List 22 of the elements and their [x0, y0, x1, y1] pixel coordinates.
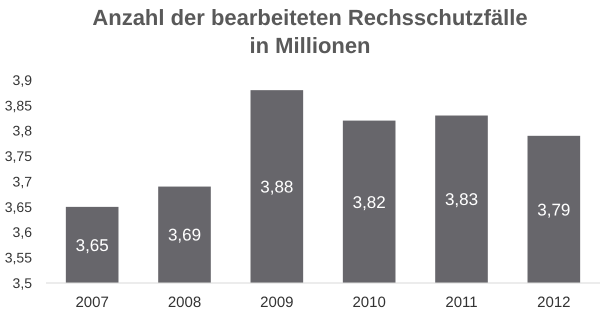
y-tick-label: 3,5: [12, 274, 32, 291]
data-label: 3,69: [168, 226, 202, 245]
y-tick-label: 3,6: [12, 224, 32, 240]
data-label: 3,88: [260, 178, 294, 197]
data-label: 3,83: [444, 190, 478, 210]
data-label: 3,65: [76, 236, 109, 255]
y-tick-label: 3,9: [12, 72, 32, 88]
x-tick-label: 2010: [352, 294, 386, 311]
chart-title: Anzahl der bearbeiteten Rechsschutzfälle in Millionen: [92, 5, 528, 58]
x-tick-label: 2008: [168, 294, 202, 311]
y-tick-label: 3,7: [12, 173, 32, 190]
y-tick-label: 3,65: [4, 198, 32, 215]
x-tick-label: 2012: [537, 294, 571, 311]
data-label: 3,79: [537, 200, 570, 220]
y-tick-label: 3,8: [12, 122, 32, 139]
x-tick-label: 2011: [445, 294, 478, 311]
y-tick-label: 3,85: [4, 97, 32, 114]
y-tick-label: 3,55: [4, 250, 32, 266]
data-label: 3,82: [352, 192, 386, 212]
x-tick-label: 2007: [75, 294, 109, 311]
y-tick-label: 3,75: [4, 148, 32, 164]
x-tick-label: 2009: [260, 294, 294, 311]
